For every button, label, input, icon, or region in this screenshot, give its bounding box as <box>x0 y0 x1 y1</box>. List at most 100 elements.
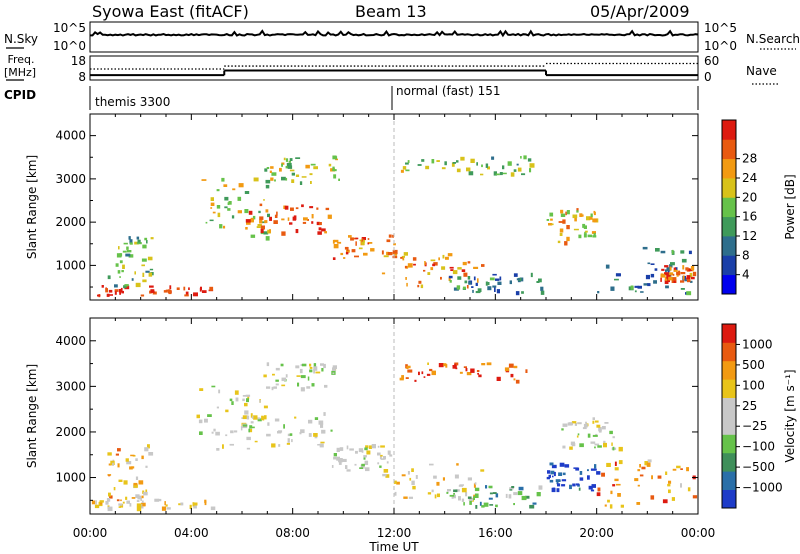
echo-cell <box>495 493 499 498</box>
echo-cell <box>284 205 289 210</box>
echo-cell <box>573 228 579 231</box>
echo-cell <box>686 275 691 280</box>
echo-cell <box>393 253 398 256</box>
x-tick-label: 00:00 <box>73 526 108 540</box>
echo-cell <box>105 288 108 293</box>
echo-cell <box>562 219 566 224</box>
echo-cell <box>344 246 349 250</box>
echo-cell <box>335 158 338 161</box>
echo-cell <box>196 414 200 419</box>
echo-cell <box>680 272 686 275</box>
echo-cell <box>299 432 302 435</box>
echo-cell <box>669 266 672 271</box>
echo-cell <box>587 433 591 438</box>
echo-cell <box>412 485 416 490</box>
echo-cell <box>687 268 693 272</box>
echo-cell <box>256 417 261 420</box>
echo-cell <box>364 460 369 465</box>
echo-cell <box>650 263 655 265</box>
echo-cell <box>590 468 596 471</box>
echo-cell <box>571 443 576 447</box>
echo-cell <box>270 166 274 169</box>
echo-cell <box>346 445 349 450</box>
echo-cell <box>289 433 293 436</box>
echo-cell <box>453 494 456 499</box>
echo-cell <box>97 294 101 297</box>
echo-cell <box>389 454 393 457</box>
echo-cell <box>261 415 264 421</box>
echo-cell <box>290 207 294 211</box>
echo-cell <box>407 263 413 268</box>
echo-cell <box>492 273 497 276</box>
echo-cell <box>318 227 322 231</box>
echo-cell <box>263 405 268 409</box>
echo-cell <box>266 386 271 389</box>
echo-cell <box>112 462 114 466</box>
echo-cell <box>692 495 698 499</box>
echo-cell <box>285 177 288 181</box>
echo-cell <box>115 453 119 456</box>
colorbar-tick-label: 8 <box>742 248 750 262</box>
echo-cell <box>231 401 234 405</box>
echo-cell <box>561 428 564 431</box>
echo-cell <box>134 241 139 245</box>
colorbar: 1000 500 100 25 −25 −100 −500 −1000 Velocity [m … <box>721 323 797 509</box>
echo-cell <box>165 504 168 507</box>
echo-cell <box>309 206 314 209</box>
echo-cell <box>266 167 270 169</box>
echo-cell <box>354 463 357 466</box>
echo-cell <box>585 230 588 233</box>
echo-cell <box>546 476 550 480</box>
echo-cell <box>262 416 265 421</box>
echo-cell <box>445 256 449 260</box>
echo-cell <box>401 375 404 380</box>
y-tick-label: 4000 <box>55 334 86 348</box>
echo-cell <box>210 207 213 209</box>
colorbar-segment <box>722 120 736 140</box>
echo-cell <box>107 506 113 512</box>
echo-cell <box>639 464 641 468</box>
echo-cell <box>587 469 589 472</box>
echo-cell <box>686 291 692 296</box>
echo-cell <box>149 285 154 288</box>
echo-cell <box>148 452 154 456</box>
echo-cell <box>141 455 144 460</box>
echo-cell <box>519 277 524 282</box>
echo-cell <box>406 365 409 369</box>
freq-tick-top: 18 <box>71 54 86 68</box>
echo-cell <box>135 476 139 480</box>
beam-title: Beam 13 <box>355 2 427 21</box>
echo-cell <box>582 214 584 217</box>
echo-cell <box>455 489 460 492</box>
echo-cell <box>496 289 500 294</box>
echo-region-10 <box>597 246 693 296</box>
echo-cell <box>259 216 264 220</box>
echo-region-8 <box>446 485 543 509</box>
echo-cell <box>204 418 208 423</box>
echo-cell <box>456 168 461 173</box>
echo-cell <box>288 160 291 163</box>
echo-region-3 <box>242 412 333 448</box>
echo-cell <box>476 370 480 372</box>
echo-cell <box>91 500 96 505</box>
echo-cell <box>306 386 311 389</box>
echo-cell <box>100 502 103 505</box>
echo-cell <box>407 369 413 373</box>
echo-cell <box>665 471 668 475</box>
echo-cell <box>244 191 250 194</box>
echo-cell <box>219 224 223 229</box>
echo-cell <box>133 482 138 486</box>
echo-cell <box>126 461 132 465</box>
echo-cell <box>332 239 335 244</box>
echo-cell <box>516 278 520 281</box>
echo-cell <box>664 265 669 268</box>
echo-cell <box>305 164 310 169</box>
echo-cell <box>495 504 498 508</box>
echo-cell <box>646 462 651 467</box>
echo-cell <box>457 276 462 280</box>
echo-cell <box>367 238 370 240</box>
echo-cell <box>363 252 368 256</box>
echo-cell <box>95 500 97 505</box>
colorbar-segment <box>722 342 736 362</box>
echo-cell <box>618 446 623 452</box>
